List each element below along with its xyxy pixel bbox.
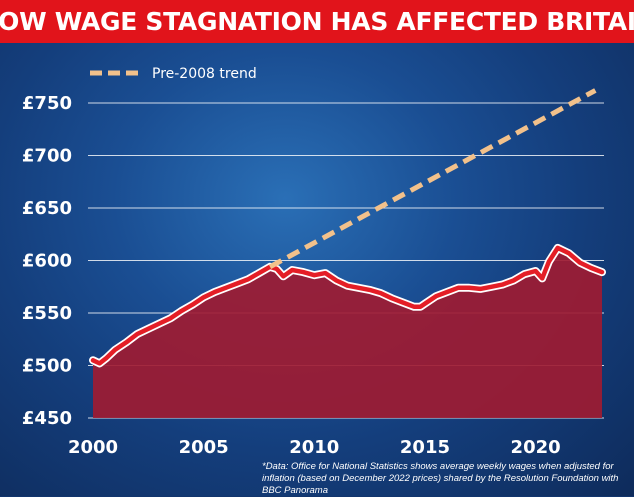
legend-label-trend: Pre-2008 trend [152, 66, 257, 82]
y-tick-label: £450 [22, 408, 72, 429]
y-tick-label: £600 [22, 251, 72, 272]
trend-line-layer [268, 88, 597, 269]
wage-line-layer [89, 243, 606, 368]
y-axis-ticks: £450 £500 £550 £600 £650 £700 £750 [22, 93, 72, 429]
x-axis-ticks: 2000 2005 2010 2015 2020 [68, 437, 561, 458]
x-tick-label: 2010 [289, 437, 339, 458]
x-tick-label: 2005 [179, 437, 229, 458]
title-banner: HOW WAGE STAGNATION HAS AFFECTED BRITAIN [0, 0, 634, 43]
chart-title: HOW WAGE STAGNATION HAS AFFECTED BRITAIN [0, 7, 634, 36]
y-tick-label: £550 [22, 303, 72, 324]
y-tick-label: £750 [22, 93, 72, 114]
wage-line [90, 245, 605, 366]
y-tick-label: £650 [22, 198, 72, 219]
x-tick-label: 2015 [400, 437, 450, 458]
legend: Pre-2008 trend [90, 66, 257, 82]
y-tick-label: £500 [22, 356, 72, 377]
x-tick-label: 2000 [68, 437, 118, 458]
source-note: *Data: Office for National Statistics sh… [262, 461, 619, 496]
trend-line [268, 88, 597, 269]
y-tick-label: £700 [22, 146, 72, 167]
x-tick-label: 2020 [511, 437, 561, 458]
